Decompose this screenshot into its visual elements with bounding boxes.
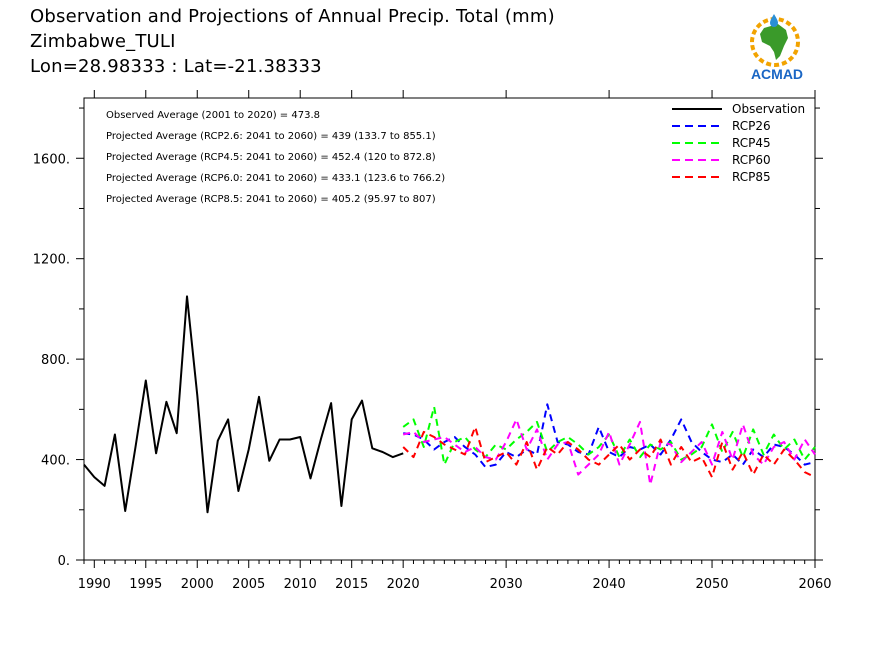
x-tick-label: 2000 <box>181 577 214 592</box>
average-annotation: Projected Average (RCP4.5: 2041 to 2060)… <box>106 152 436 163</box>
logo-text: ACMAD <box>751 66 803 82</box>
average-annotation: Observed Average (2001 to 2020) = 473.8 <box>106 110 320 121</box>
x-tick-label: 1995 <box>129 577 162 592</box>
series-line-rcp85 <box>402 425 816 479</box>
plot-frame <box>83 97 816 561</box>
y-tick-label: 1600. <box>33 152 70 167</box>
ticks: 0. 400. 800. 1200. 1600. 1990 1995 2000 2005 2010… <box>33 90 832 592</box>
x-tick-label: 2015 <box>335 577 368 592</box>
x-tick-label: 2060 <box>798 577 831 592</box>
legend-label: RCP26 <box>732 119 771 133</box>
y-tick-label: 800. <box>41 353 70 368</box>
x-tick-label: 1990 <box>78 577 111 592</box>
y-tick-label: 0. <box>58 554 70 569</box>
average-annotation: Projected Average (RCP2.6: 2041 to 2060)… <box>106 131 436 142</box>
x-tick-label: 2020 <box>387 577 420 592</box>
y-tick-label: 400. <box>41 454 70 469</box>
annotations: Observed Average (2001 to 2020) = 473.8 P… <box>106 110 445 205</box>
legend-label: RCP85 <box>732 170 771 184</box>
series-line-observation <box>83 295 404 514</box>
legend-label: RCP45 <box>732 136 771 150</box>
series-line-rcp45 <box>402 405 816 466</box>
africa-map-logo-icon: ACMAD <box>750 14 803 82</box>
y-tick-label: 1200. <box>33 253 70 268</box>
x-tick-label: 2050 <box>695 577 728 592</box>
legend-label: Observation <box>732 102 805 116</box>
acmad-logo: ACMAD <box>734 8 820 84</box>
legend: Observation RCP26 RCP45 RCP60 RCP85 <box>672 102 805 184</box>
series-lines <box>83 295 816 514</box>
x-tick-label: 2005 <box>232 577 265 592</box>
average-annotation: Projected Average (RCP6.0: 2041 to 2060)… <box>106 173 445 184</box>
chart-title: Observation and Projections of Annual Pr… <box>30 6 555 27</box>
x-tick-label: 2010 <box>284 577 317 592</box>
axes <box>83 97 816 561</box>
x-tick-label: 2030 <box>490 577 523 592</box>
average-annotation: Projected Average (RCP8.5: 2041 to 2060)… <box>106 194 436 205</box>
legend-label: RCP60 <box>732 153 771 167</box>
station-name: Zimbabwe_TULI <box>30 31 176 52</box>
x-tick-label: 2040 <box>593 577 626 592</box>
station-coords: Lon=28.98333 : Lat=-21.38333 <box>30 56 322 77</box>
